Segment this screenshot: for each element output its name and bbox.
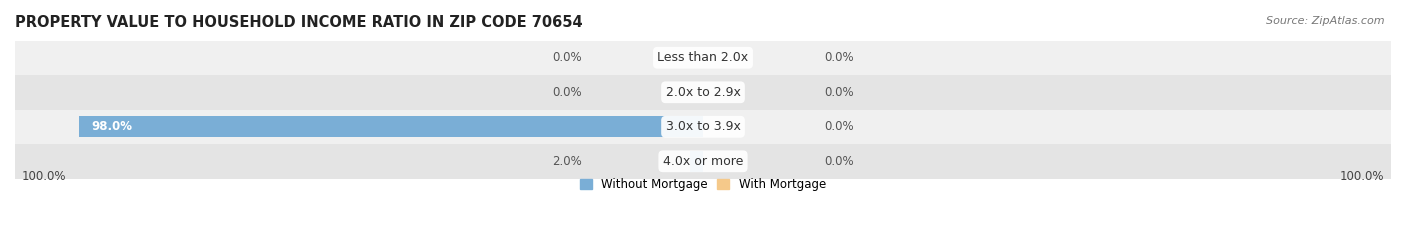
Text: 0.0%: 0.0%: [824, 155, 853, 168]
Bar: [3, 75, 1403, 110]
Text: 100.0%: 100.0%: [21, 170, 66, 183]
Text: PROPERTY VALUE TO HOUSEHOLD INCOME RATIO IN ZIP CODE 70654: PROPERTY VALUE TO HOUSEHOLD INCOME RATIO…: [15, 15, 582, 30]
Text: Less than 2.0x: Less than 2.0x: [658, 51, 748, 64]
Bar: [3, 41, 1403, 75]
Text: 2.0%: 2.0%: [553, 155, 582, 168]
Text: 2.0x to 2.9x: 2.0x to 2.9x: [665, 86, 741, 99]
Text: Source: ZipAtlas.com: Source: ZipAtlas.com: [1267, 16, 1385, 26]
Bar: [79, 116, 703, 137]
Text: 0.0%: 0.0%: [824, 51, 853, 64]
Bar: [3, 144, 1403, 178]
Bar: [690, 151, 703, 172]
Legend: Without Mortgage, With Mortgage: Without Mortgage, With Mortgage: [575, 173, 831, 196]
Bar: [3, 110, 1403, 144]
Text: 98.0%: 98.0%: [91, 120, 132, 133]
Text: 0.0%: 0.0%: [824, 86, 853, 99]
Text: 0.0%: 0.0%: [553, 86, 582, 99]
Text: 100.0%: 100.0%: [1340, 170, 1385, 183]
Text: 0.0%: 0.0%: [824, 120, 853, 133]
Text: 0.0%: 0.0%: [553, 51, 582, 64]
Text: 3.0x to 3.9x: 3.0x to 3.9x: [665, 120, 741, 133]
Text: 4.0x or more: 4.0x or more: [662, 155, 744, 168]
